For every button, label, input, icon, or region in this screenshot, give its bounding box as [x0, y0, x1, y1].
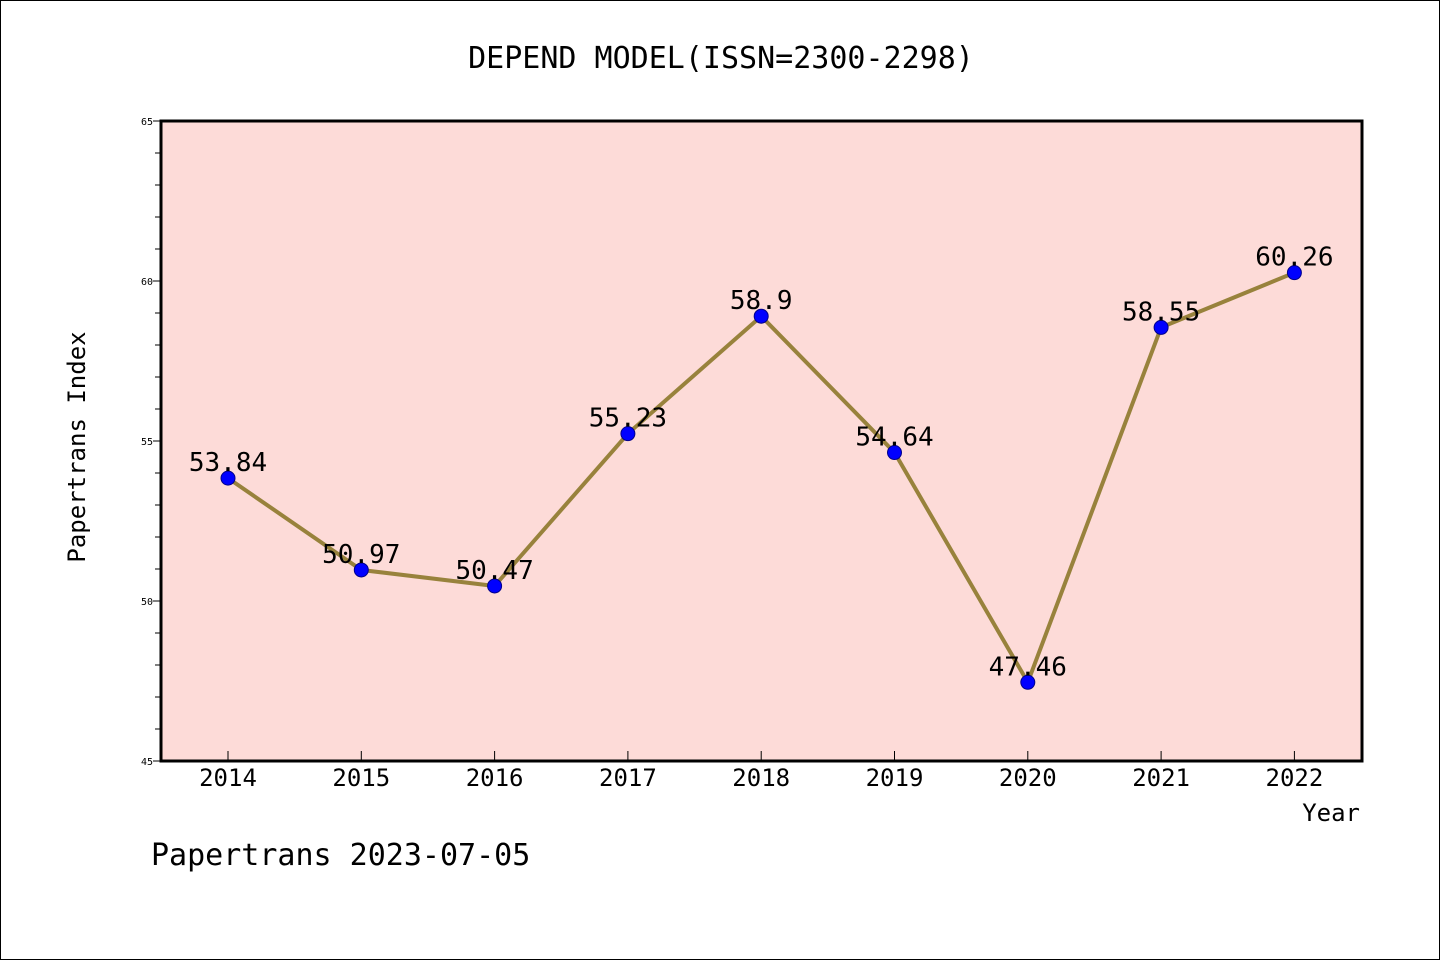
data-label: 54.64	[855, 423, 933, 453]
series-markers	[220, 265, 1302, 690]
data-label: 50.47	[455, 556, 533, 586]
data-point	[887, 445, 902, 461]
data-label: 47.46	[989, 652, 1067, 682]
data-point	[353, 562, 369, 578]
data-point	[1020, 674, 1036, 690]
data-point	[220, 470, 236, 486]
x-tick-label: 2019	[866, 764, 924, 792]
x-tick-label: 2022	[1266, 764, 1324, 792]
chart-title: DEPEND MODEL(ISSN=2300-2298)	[468, 41, 974, 76]
y-tick-label: 50	[141, 597, 153, 608]
data-label: 53.84	[189, 448, 267, 478]
y-tick-label: 65	[141, 117, 153, 128]
x-tick-label: 2020	[999, 764, 1057, 792]
data-label: 58.55	[1122, 297, 1200, 327]
x-axis-label: Year	[1302, 799, 1360, 827]
y-axis-ticks: 45 50 55 60 65	[141, 117, 161, 768]
data-label: 50.97	[322, 540, 400, 570]
x-tick-label: 2015	[332, 764, 390, 792]
x-tick-label: 2018	[732, 764, 790, 792]
y-tick-label: 45	[141, 757, 153, 768]
data-labels: 53.84 50.97 50.47 55.23 58.9 54.64 47.46 58.55 6…	[189, 243, 1334, 683]
footer-text: Papertrans 2023-07-05	[151, 838, 530, 873]
x-tick-label: 2017	[599, 764, 657, 792]
plot-frame	[159, 119, 1364, 763]
data-label: 60.26	[1255, 243, 1333, 273]
x-tick-label: 2014	[199, 764, 257, 792]
data-point	[487, 578, 503, 594]
y-tick-label: 55	[141, 437, 153, 448]
y-tick-label: 60	[141, 277, 153, 288]
data-label: 58.9	[730, 286, 793, 316]
x-axis-ticks: 2014 2015 2016 2017 2018 2019 2020 2021 2022	[199, 751, 1323, 792]
x-tick-label: 2021	[1132, 764, 1190, 792]
data-point	[753, 308, 769, 324]
data-label: 55.23	[589, 404, 667, 434]
data-point	[1286, 265, 1302, 281]
y-axis-label: Papertrans Index	[63, 331, 91, 562]
data-point	[1153, 319, 1169, 335]
data-point	[620, 426, 636, 442]
x-tick-label: 2016	[466, 764, 524, 792]
plot-area	[161, 121, 1362, 761]
